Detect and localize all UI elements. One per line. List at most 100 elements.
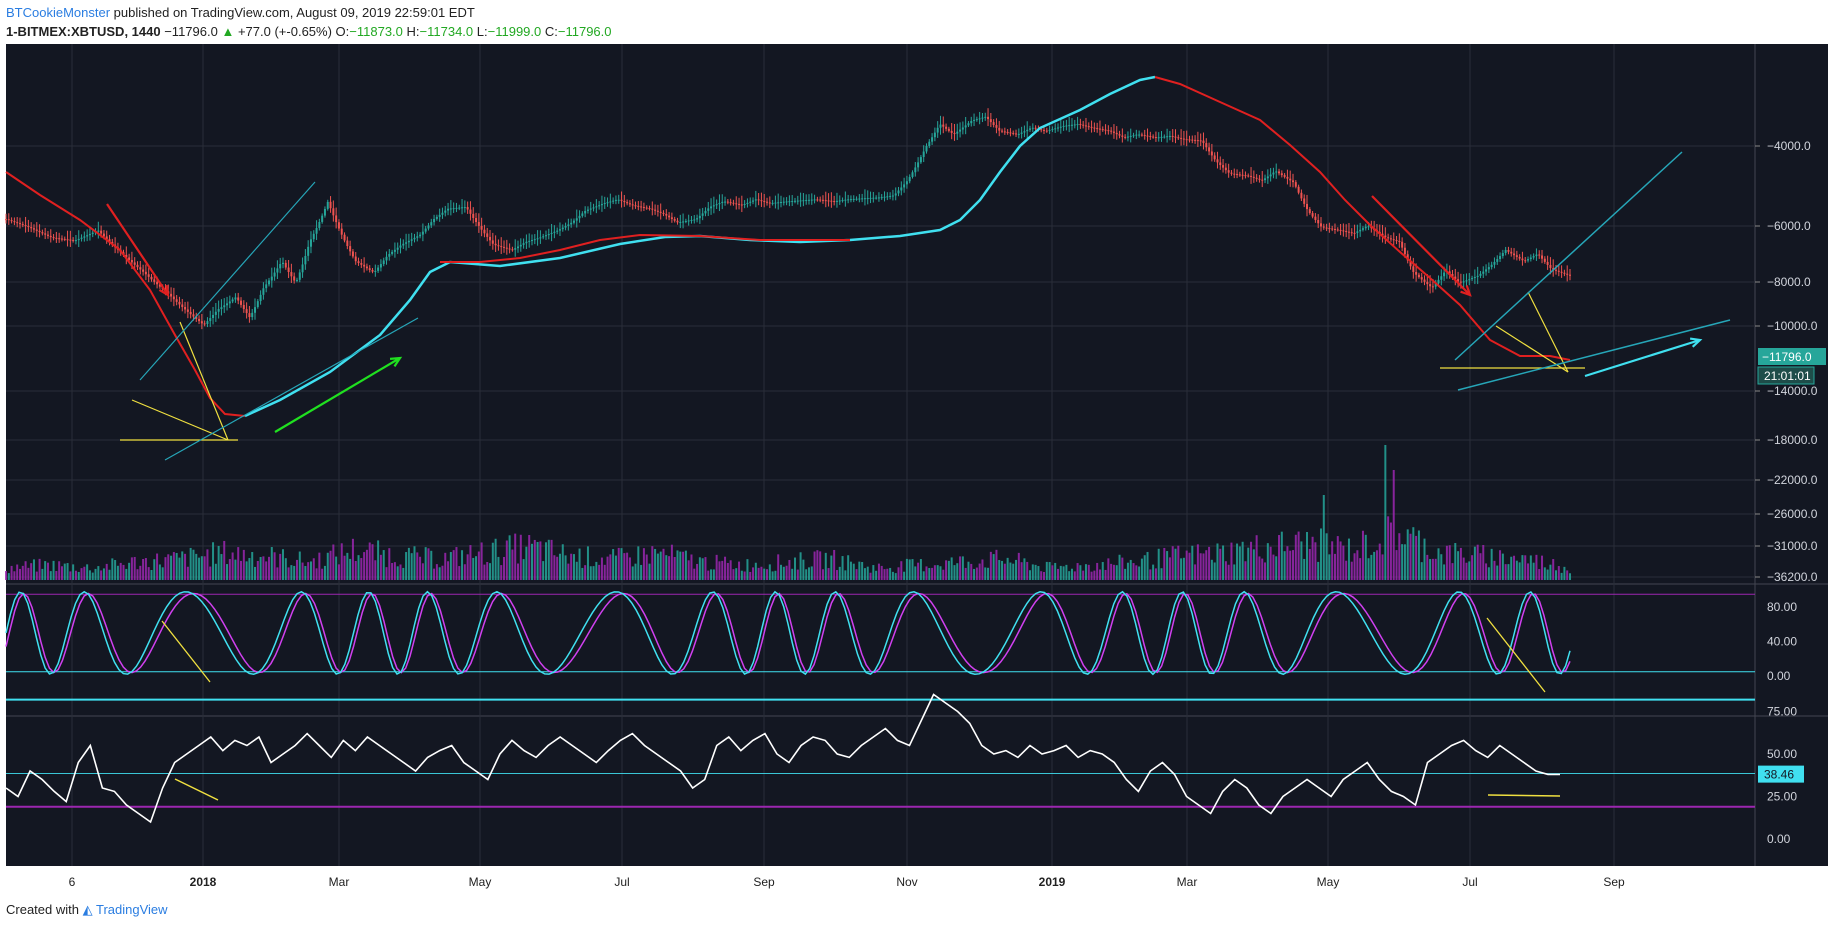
candle-body bbox=[1082, 124, 1085, 126]
volume-bar bbox=[1364, 534, 1367, 580]
candle-body bbox=[1104, 129, 1107, 131]
rsi-divergence-line bbox=[1487, 794, 1561, 797]
candle-body bbox=[1401, 241, 1404, 248]
candle-body bbox=[142, 269, 145, 272]
candle-body bbox=[1132, 135, 1135, 137]
volume-bar bbox=[861, 562, 864, 580]
candle-body bbox=[1188, 139, 1191, 141]
volume-bar bbox=[326, 552, 329, 580]
volume-bar bbox=[337, 564, 340, 580]
volume-bar bbox=[5, 571, 7, 580]
candle-body bbox=[855, 198, 858, 200]
candle-body bbox=[346, 240, 349, 247]
candle-body bbox=[1278, 171, 1281, 174]
candle-body bbox=[682, 221, 685, 223]
volume-bar bbox=[206, 549, 209, 580]
candle-body bbox=[60, 238, 63, 240]
tradingview-brand-link[interactable]: TradingView bbox=[96, 902, 168, 917]
volume-bar bbox=[1177, 545, 1180, 580]
volume-bar bbox=[975, 567, 978, 580]
candle-body bbox=[684, 220, 687, 222]
volume-bar bbox=[964, 567, 967, 580]
author-link[interactable]: BTCookieMonster bbox=[6, 5, 111, 20]
candle-body bbox=[715, 204, 718, 206]
candle-body bbox=[735, 203, 738, 205]
volume-bar bbox=[1311, 536, 1314, 580]
candle-body bbox=[877, 197, 880, 199]
candle-body bbox=[519, 244, 522, 247]
volume-bar bbox=[517, 563, 520, 580]
volume-bar bbox=[992, 554, 995, 580]
volume-bar bbox=[1093, 570, 1096, 580]
candle-body bbox=[553, 231, 556, 233]
volume-bar bbox=[1213, 562, 1216, 580]
volume-bar bbox=[1110, 563, 1113, 580]
candle-body bbox=[900, 187, 903, 191]
volume-bar bbox=[430, 550, 433, 580]
symbol-label[interactable]: 1-BITMEX:XBTUSD, 1440 bbox=[6, 24, 161, 39]
candle-body bbox=[931, 137, 934, 142]
candle-body bbox=[603, 202, 606, 205]
volume-bar bbox=[209, 566, 212, 580]
up-arrow-icon bbox=[1584, 337, 1703, 378]
candle-body bbox=[889, 195, 892, 197]
volume-bar bbox=[978, 563, 981, 580]
candle-body bbox=[1230, 172, 1233, 174]
volume-bar bbox=[740, 570, 743, 580]
candle-body bbox=[810, 199, 813, 201]
volume-bar bbox=[833, 549, 836, 580]
volume-bar bbox=[687, 560, 690, 580]
candle-body bbox=[475, 218, 478, 222]
volume-bar bbox=[1555, 570, 1558, 580]
volume-bar bbox=[539, 541, 542, 580]
candle-body bbox=[687, 220, 690, 222]
volume-bar bbox=[511, 549, 514, 580]
candle-body bbox=[908, 177, 911, 182]
volume-bar bbox=[967, 561, 970, 580]
volume-bar bbox=[690, 554, 693, 580]
volume-bar bbox=[522, 559, 525, 580]
candle-body bbox=[1339, 229, 1342, 231]
countdown-tag-label: 21:01:01 bbox=[1764, 369, 1811, 383]
volume-bar bbox=[44, 561, 47, 580]
created-with-text: Created with bbox=[6, 902, 79, 917]
x-tick-label: 2019 bbox=[1039, 875, 1066, 889]
header-line-1: BTCookieMonster published on TradingView… bbox=[6, 3, 1306, 22]
volume-bar bbox=[1070, 568, 1073, 580]
candle-body bbox=[1515, 255, 1518, 257]
candle-body bbox=[1280, 173, 1283, 176]
volume-bar bbox=[455, 547, 458, 580]
candle-body bbox=[407, 240, 410, 243]
candle-body bbox=[718, 203, 721, 205]
candle-body bbox=[1087, 126, 1090, 128]
volume-bar bbox=[995, 549, 998, 580]
candle-body bbox=[1191, 139, 1194, 141]
candle-body bbox=[97, 230, 100, 232]
candle-body bbox=[567, 224, 570, 227]
candle-body bbox=[936, 127, 939, 133]
candle-body bbox=[791, 200, 794, 202]
volume-bar bbox=[80, 568, 83, 580]
volume-bar bbox=[1373, 551, 1376, 580]
volume-bar bbox=[1549, 564, 1552, 580]
volume-bar bbox=[799, 552, 802, 580]
candle-body bbox=[1443, 272, 1446, 277]
candle-body bbox=[1266, 176, 1269, 179]
y-tick-label: −10000.0 bbox=[1767, 319, 1818, 333]
volume-bar bbox=[424, 547, 427, 580]
candle-body bbox=[922, 151, 925, 157]
volume-bar bbox=[340, 543, 343, 580]
candle-body bbox=[329, 201, 332, 209]
volume-bar bbox=[807, 567, 810, 580]
candle-body bbox=[1462, 281, 1465, 283]
volume-bar bbox=[1101, 562, 1104, 580]
volume-bar bbox=[217, 545, 220, 580]
candle-body bbox=[234, 297, 237, 300]
candle-body bbox=[1146, 135, 1149, 137]
candle-body bbox=[606, 202, 609, 204]
volume-bar bbox=[312, 558, 315, 580]
header-line-2: 1-BITMEX:XBTUSD, 1440 −11796.0 ▲ +77.0 (… bbox=[6, 22, 1306, 41]
volume-bar bbox=[544, 542, 547, 580]
candle-body bbox=[760, 200, 763, 202]
